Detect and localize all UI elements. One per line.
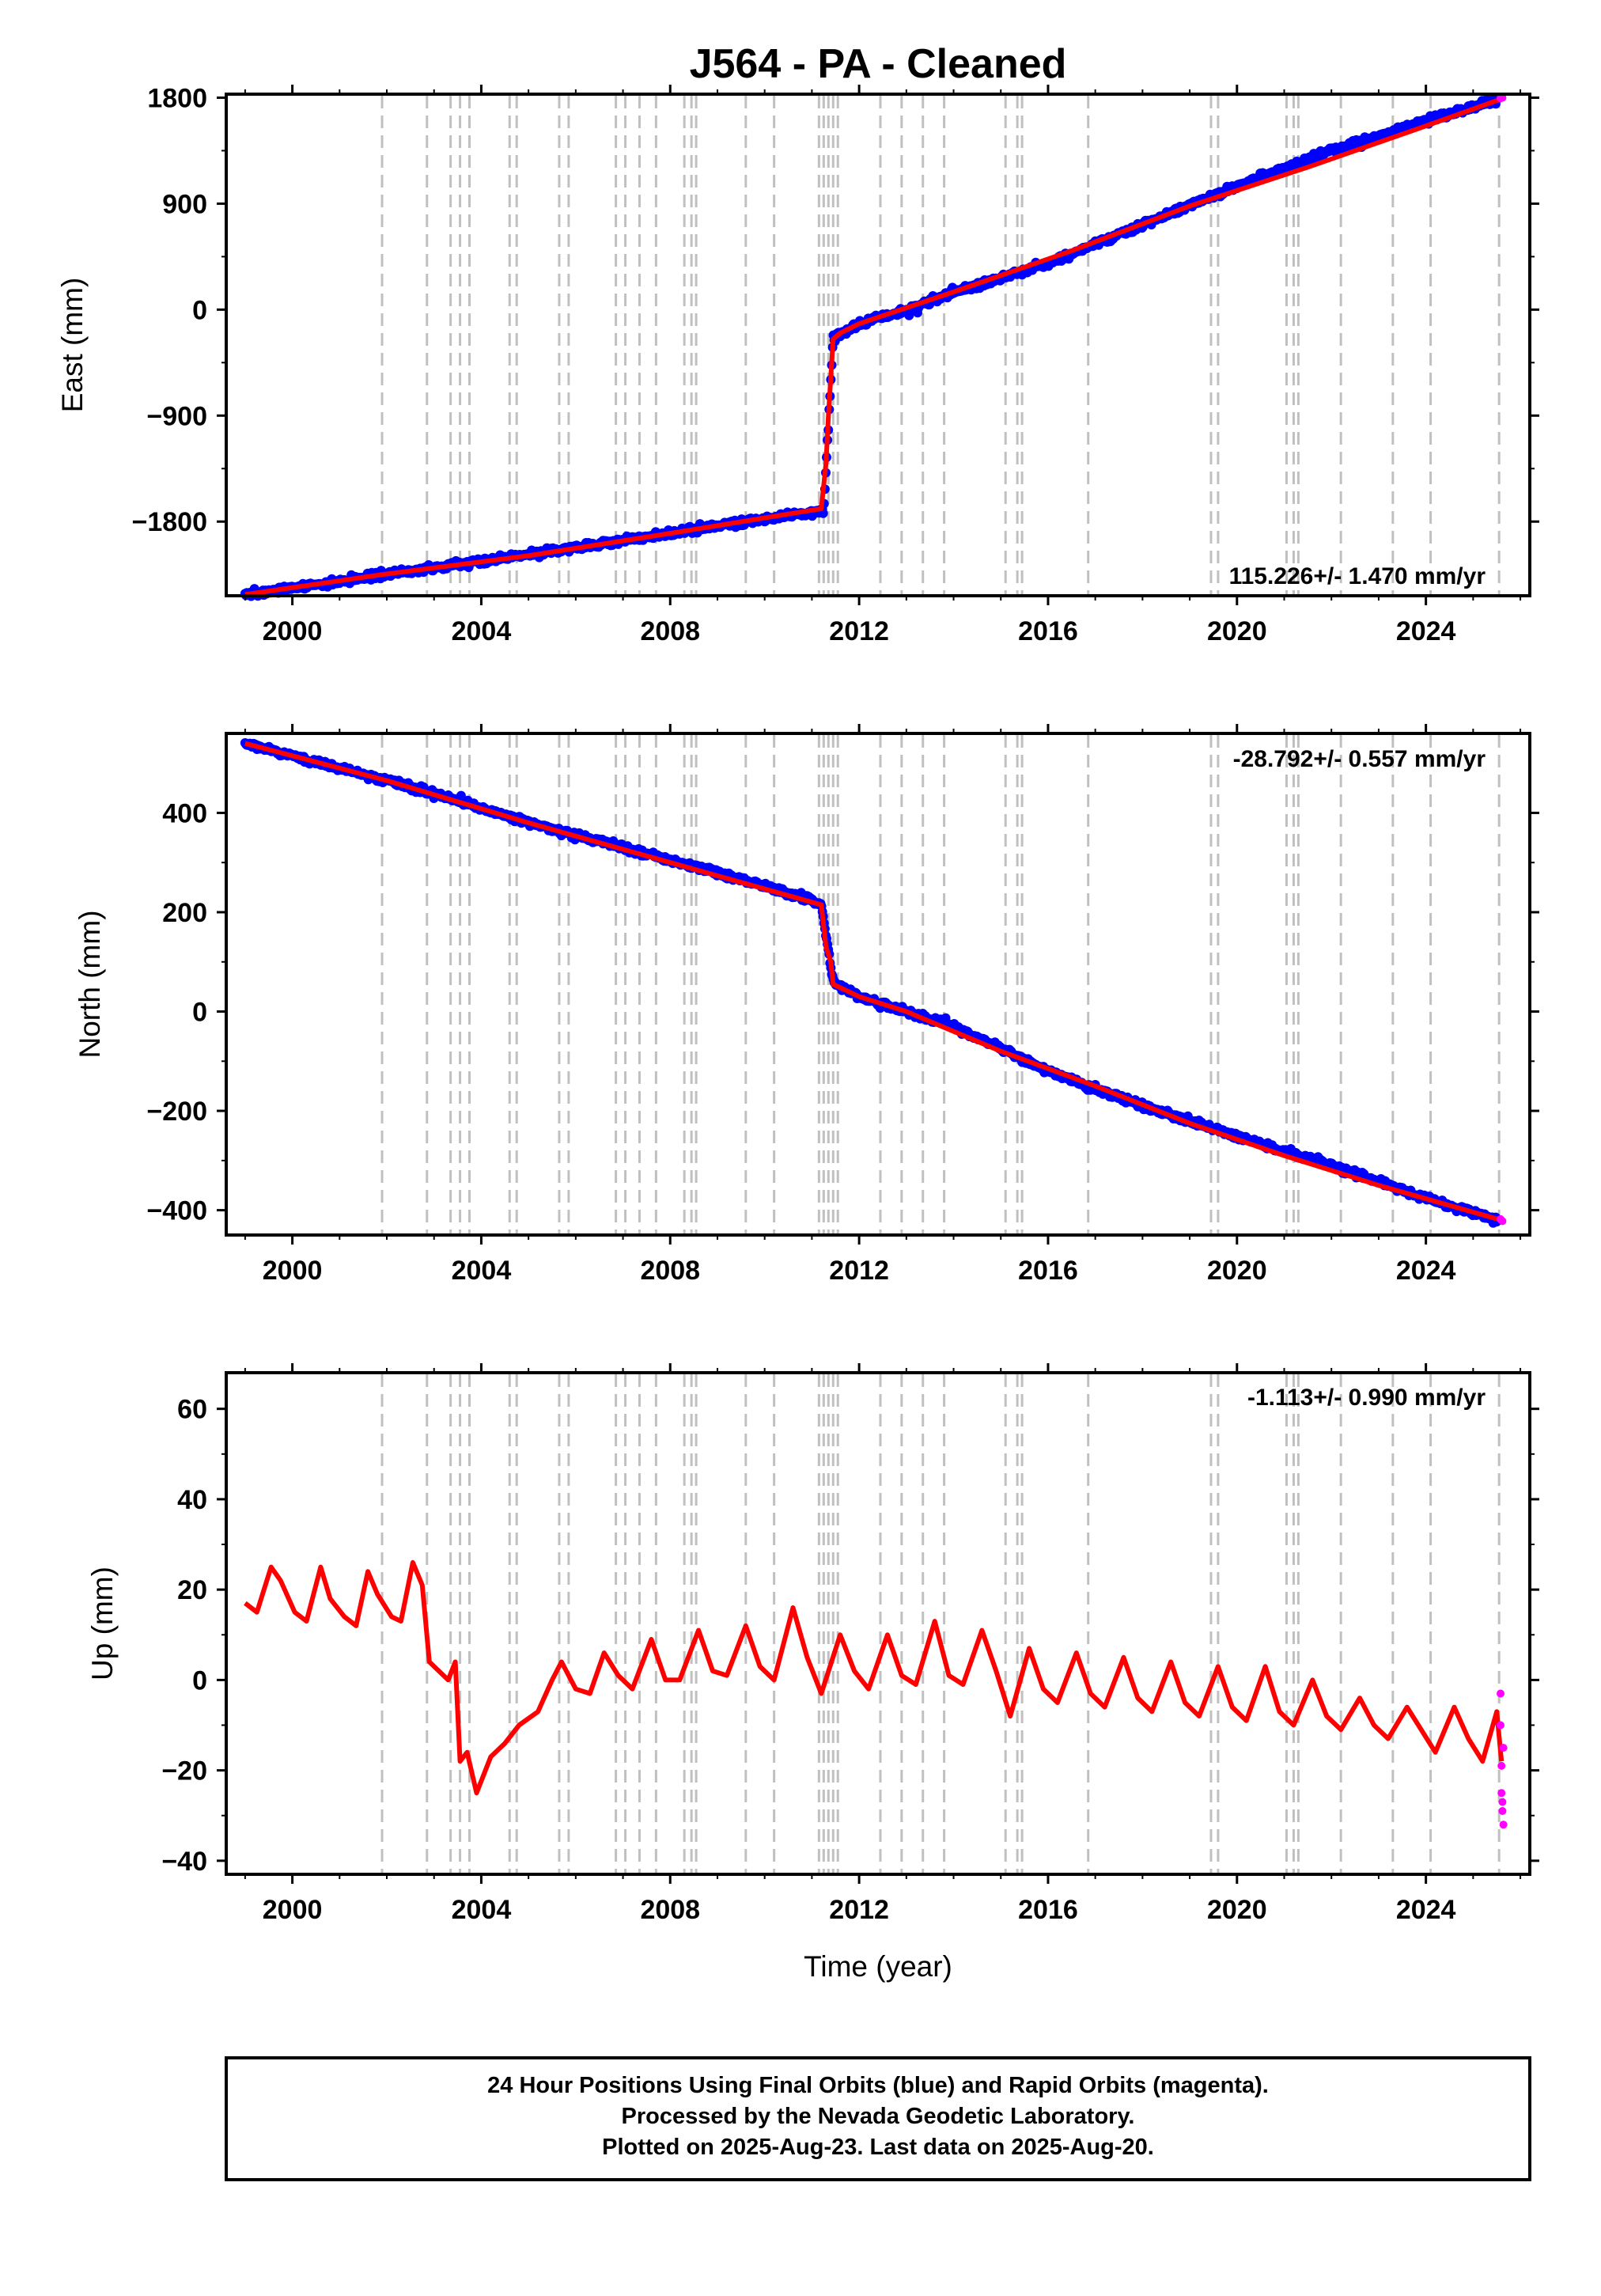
x-tick-label: 2004 [452, 616, 512, 646]
up-y-label: Up (mm) [86, 1567, 119, 1680]
y-tick-label: −40 [161, 1847, 207, 1877]
east-data [240, 93, 1507, 601]
north-axes: −400 −200 0 200 400 2000 2004 2008 2012 2016 2020 2… [146, 724, 1539, 1286]
rapid-orbit-point [1497, 1761, 1506, 1770]
north-frame [225, 732, 1531, 1237]
footer-line-3: Plotted on 2025-Aug-23. Last data on 202… [602, 2135, 1154, 2160]
x-tick-label: 2000 [263, 1256, 323, 1286]
rapid-orbit-point [1497, 1789, 1506, 1798]
x-tick-label: 2012 [829, 616, 889, 646]
up-data [244, 1559, 1508, 1829]
figure-title: J564 - PA - Cleaned [690, 41, 1067, 87]
rapid-orbit-point [1499, 1821, 1508, 1829]
model-line [244, 97, 1503, 597]
footer-frame [225, 2056, 1531, 2181]
y-tick-label: −400 [146, 1196, 207, 1226]
x-tick-label: 2004 [452, 1256, 512, 1286]
model-line [244, 1559, 1504, 1796]
rapid-orbit-point [1498, 1798, 1507, 1806]
east-event-lines [380, 96, 1501, 594]
x-axis-label: Time (year) [804, 1950, 952, 1983]
x-tick-label: 2020 [1207, 1256, 1267, 1286]
x-tick-label: 2012 [829, 1895, 889, 1925]
x-tick-label: 2008 [640, 616, 700, 646]
rapid-orbit-point [1497, 1689, 1504, 1698]
model-line [244, 741, 1503, 1223]
x-tick-label: 2020 [1207, 1895, 1267, 1925]
x-tick-label: 2016 [1018, 1895, 1078, 1925]
x-tick-label: 2004 [452, 1895, 512, 1925]
footer-line-2: Processed by the Nevada Geodetic Laborat… [622, 2104, 1135, 2129]
east-rate-text: 115.226+/- 1.470 mm/yr [1229, 563, 1486, 589]
up-frame [225, 1371, 1531, 1876]
rapid-orbit-point [1499, 1744, 1508, 1752]
east-frame [225, 93, 1531, 597]
x-tick-label: 2016 [1018, 616, 1078, 646]
x-tick-label: 2024 [1396, 1256, 1456, 1286]
east-y-label: East (mm) [56, 278, 89, 413]
y-tick-label: 20 [177, 1575, 207, 1605]
y-tick-label: 60 [177, 1395, 207, 1425]
x-tick-label: 2012 [829, 1256, 889, 1286]
east-panel: −1800 −900 0 900 1800 2000 2004 2008 2012 2016 202… [56, 83, 1539, 646]
up-event-lines [380, 1374, 1501, 1873]
footer-line-1: 24 Hour Positions Using Final Orbits (bl… [487, 2073, 1269, 2098]
north-event-lines [380, 735, 1501, 1233]
x-tick-label: 2024 [1396, 616, 1456, 646]
x-tick-label: 2000 [263, 616, 323, 646]
north-rate-text: -28.792+/- 0.557 mm/yr [1233, 746, 1486, 772]
y-tick-label: 900 [162, 189, 207, 219]
y-tick-label: −900 [146, 401, 207, 431]
x-tick-label: 2016 [1018, 1256, 1078, 1286]
north-panel: −400 −200 0 200 400 2000 2004 2008 2012 2016 2020 2… [74, 724, 1539, 1286]
x-tick-label: 2008 [640, 1895, 700, 1925]
rapid-orbit-point [1498, 1217, 1507, 1226]
up-rate-text: -1.113+/- 0.990 mm/yr [1247, 1385, 1486, 1411]
x-tick-label: 2024 [1396, 1895, 1456, 1925]
up-axes: −40 −20 0 20 40 60 2000 2004 2008 2012 2016 2020 202… [161, 1363, 1539, 1925]
y-tick-label: 0 [192, 1665, 207, 1695]
up-panel: −40 −20 0 20 40 60 2000 2004 2008 2012 2016 2020 202… [86, 1363, 1539, 1925]
x-tick-label: 2000 [263, 1895, 323, 1925]
y-tick-label: 400 [162, 798, 207, 828]
east-axes: −1800 −900 0 900 1800 2000 2004 2008 2012 2016 202… [132, 83, 1539, 646]
y-tick-label: 1800 [147, 83, 207, 113]
y-tick-label: −200 [146, 1097, 207, 1127]
y-tick-label: 0 [192, 998, 207, 1028]
x-tick-label: 2020 [1207, 616, 1267, 646]
y-tick-label: 200 [162, 898, 207, 928]
north-data [240, 738, 1507, 1228]
y-tick-label: −20 [161, 1756, 207, 1786]
y-tick-label: 40 [177, 1485, 207, 1515]
y-tick-label: 0 [192, 295, 207, 325]
rapid-orbit-point [1498, 1807, 1507, 1815]
y-tick-label: −1800 [132, 507, 208, 537]
rapid-orbit-point [1497, 1721, 1504, 1730]
north-y-label: North (mm) [74, 910, 106, 1058]
x-tick-label: 2008 [640, 1256, 700, 1286]
footer-box: 24 Hour Positions Using Final Orbits (bl… [225, 2056, 1531, 2181]
